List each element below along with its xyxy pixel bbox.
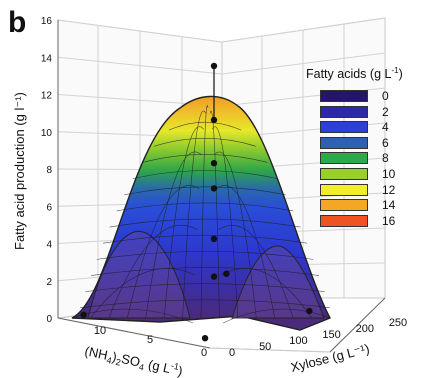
z-axis-label: Fatty acid production (g l⁻¹) — [12, 92, 27, 250]
legend-entry: 10 — [320, 166, 444, 182]
legend-label: 14 — [382, 198, 396, 213]
legend-entry: 14 — [320, 197, 444, 213]
z-tick-label: 10 — [41, 128, 53, 139]
y-tick-label: 100 — [289, 335, 307, 347]
z-tick-label: 0 — [46, 314, 52, 325]
legend-label: 16 — [382, 213, 396, 228]
legend-label: 12 — [382, 182, 396, 197]
z-tick-label: 14 — [41, 53, 53, 64]
z-tick-label: 2 — [46, 277, 52, 288]
legend-swatch — [320, 152, 368, 165]
data-points — [80, 62, 313, 342]
response-surface — [71, 95, 331, 331]
data-point — [80, 311, 87, 318]
y-tick-label: 200 — [356, 323, 374, 335]
z-tick-label: 6 — [46, 202, 52, 213]
legend: Fatty acids (g L-1) 0 2 4 6 8 10 12 14 16 — [306, 66, 444, 229]
legend-entry: 6 — [320, 135, 444, 151]
legend-swatch — [320, 121, 368, 134]
z-tick-label: 12 — [41, 91, 53, 102]
legend-entry: 8 — [320, 151, 444, 167]
x-axis-label: (NH4)2SO4 (g L-1) — [83, 342, 184, 378]
z-tick-label: 8 — [46, 165, 52, 176]
y-tick-label: 50 — [259, 341, 271, 353]
y-tick-label: 150 — [322, 329, 340, 341]
y-tick-label: 0 — [229, 347, 235, 359]
legend-entry: 12 — [320, 182, 444, 198]
data-point — [210, 273, 218, 280]
x-tick-label: 10 — [94, 325, 106, 337]
legend-swatch — [320, 89, 368, 102]
legend-label: 10 — [382, 166, 396, 181]
legend-label: 0 — [382, 88, 389, 103]
legend-swatch — [320, 105, 368, 118]
data-point — [210, 185, 218, 192]
legend-entry: 2 — [320, 104, 444, 120]
legend-entry: 16 — [320, 213, 444, 229]
x-tick-label: 0 — [201, 347, 207, 359]
surface-left-lobe — [87, 230, 191, 319]
surface-right-lobe — [231, 245, 325, 319]
legend-label: 2 — [382, 104, 389, 119]
legend-swatch — [320, 214, 368, 227]
legend-label: 4 — [382, 120, 389, 135]
data-point — [210, 160, 218, 167]
legend-label: 8 — [382, 151, 389, 166]
legend-entry: 4 — [320, 119, 444, 135]
data-point — [210, 235, 218, 242]
legend-swatch — [320, 167, 368, 180]
data-point — [201, 335, 209, 342]
z-tick-label: 4 — [46, 240, 52, 251]
data-point — [306, 307, 313, 315]
legend-swatch — [320, 199, 368, 212]
legend-label: 6 — [382, 135, 389, 150]
legend-swatch — [320, 136, 368, 149]
panel-letter: b — [8, 6, 27, 39]
y-tick-label: 250 — [389, 317, 407, 329]
z-tick-label: 16 — [41, 16, 53, 27]
data-point — [223, 270, 230, 277]
legend-entry: 0 — [320, 88, 444, 104]
legend-swatch — [320, 183, 368, 196]
legend-title: Fatty acids (g L-1) — [306, 66, 403, 82]
x-tick-label: 5 — [147, 334, 153, 346]
